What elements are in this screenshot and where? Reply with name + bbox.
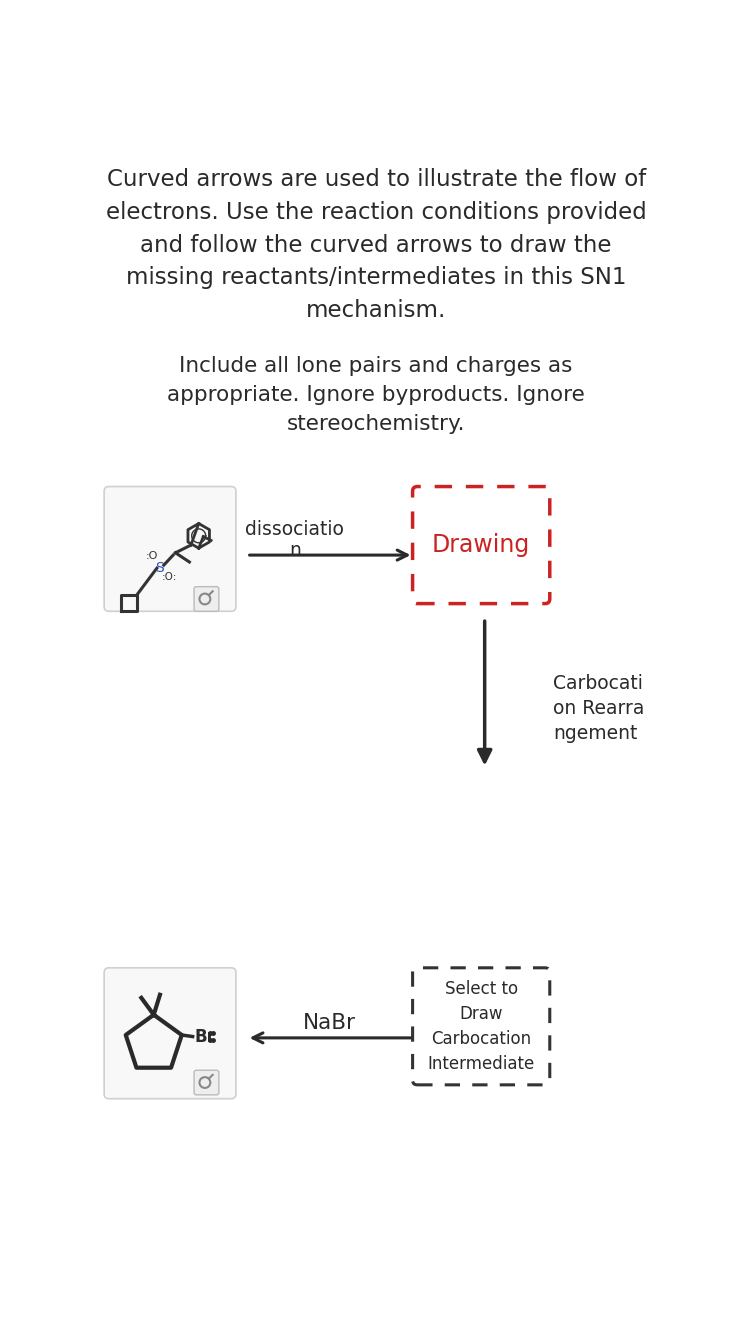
Text: Include all lone pairs and charges as
appropriate. Ignore byproducts. Ignore
ste: Include all lone pairs and charges as ap…	[167, 356, 585, 434]
Text: Select to
Draw
Carbocation
Intermediate: Select to Draw Carbocation Intermediate	[428, 980, 535, 1073]
Text: Curved arrows are used to illustrate the flow of
electrons. Use the reaction con: Curved arrows are used to illustrate the…	[106, 168, 647, 323]
Text: :O:: :O:	[161, 572, 177, 583]
FancyBboxPatch shape	[104, 967, 236, 1099]
Text: Carbocati
on Rearra
ngement: Carbocati on Rearra ngement	[553, 675, 644, 743]
FancyBboxPatch shape	[194, 587, 219, 611]
Text: :O: :O	[146, 551, 159, 560]
Text: Drawing: Drawing	[432, 534, 530, 558]
Text: dissociatio
n: dissociatio n	[245, 520, 344, 560]
FancyBboxPatch shape	[194, 1070, 219, 1095]
Text: NaBr: NaBr	[303, 1014, 356, 1034]
Text: S: S	[156, 562, 164, 575]
Text: Br: Br	[195, 1027, 215, 1046]
FancyBboxPatch shape	[104, 487, 236, 611]
